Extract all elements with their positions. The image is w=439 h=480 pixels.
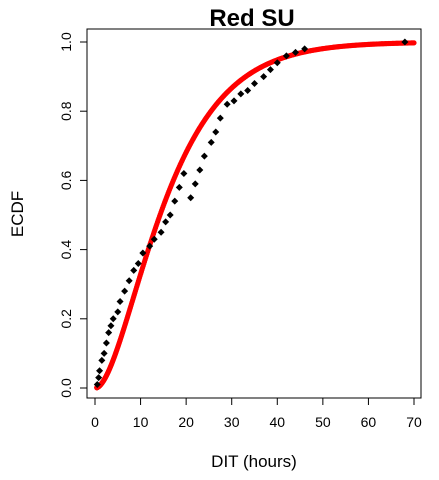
observed-point <box>105 329 113 337</box>
y-axis: 0.0 0.2 0.4 0.6 0.8 1.0 <box>58 32 88 398</box>
observed-point <box>139 249 147 257</box>
observed-point <box>244 86 252 94</box>
observed-point <box>260 73 268 81</box>
observed-point <box>207 138 215 146</box>
observed-series <box>93 38 409 389</box>
observed-point <box>121 287 129 295</box>
observed-point <box>130 266 138 274</box>
y-tick-label: 0.6 <box>58 170 74 190</box>
x-tick-label: 40 <box>269 414 285 430</box>
observed-point <box>166 211 174 219</box>
observed-point <box>301 45 309 53</box>
x-tick-label: 60 <box>361 414 377 430</box>
x-tick-label: 20 <box>178 414 194 430</box>
y-tick-label: 0.4 <box>58 240 74 260</box>
x-axis-label: DIT (hours) <box>211 452 297 471</box>
x-tick-label: 50 <box>315 414 331 430</box>
observed-point <box>200 152 208 160</box>
observed-point <box>125 277 133 285</box>
observed-point <box>180 169 188 177</box>
x-tick-label: 70 <box>406 414 422 430</box>
observed-point <box>109 315 117 323</box>
x-tick-label: 30 <box>224 414 240 430</box>
y-tick-label: 0.2 <box>58 309 74 329</box>
observed-point <box>292 48 300 56</box>
observed-point <box>134 259 142 267</box>
observed-point <box>187 194 195 202</box>
x-tick-label: 10 <box>133 414 149 430</box>
observed-point <box>150 235 158 243</box>
observed-point <box>102 339 110 347</box>
observed-point <box>216 114 224 122</box>
fitted-series <box>94 40 417 391</box>
observed-point <box>273 59 281 67</box>
fitted-point <box>411 40 417 46</box>
observed-point <box>230 97 238 105</box>
observed-point <box>171 197 179 205</box>
observed-point <box>116 298 124 305</box>
observed-point <box>196 166 204 174</box>
observed-point <box>237 90 245 98</box>
observed-point <box>401 38 409 46</box>
y-tick-label: 0.8 <box>58 101 74 121</box>
y-tick-label: 1.0 <box>58 32 74 52</box>
observed-point <box>93 381 101 389</box>
observed-point <box>223 100 231 108</box>
observed-point <box>191 180 199 188</box>
observed-point <box>96 367 104 375</box>
y-axis-label: ECDF <box>8 191 27 237</box>
observed-point <box>114 308 122 316</box>
observed-point <box>107 322 115 330</box>
observed-point <box>251 80 258 88</box>
observed-point <box>175 183 183 191</box>
y-tick-label: 0.0 <box>58 378 74 398</box>
observed-point <box>95 374 103 382</box>
chart-title: Red SU <box>209 5 294 32</box>
observed-point <box>98 356 106 364</box>
x-axis: 0 10 20 30 40 50 60 70 <box>91 397 422 430</box>
observed-point <box>266 66 274 74</box>
observed-point <box>157 228 165 236</box>
observed-point <box>212 128 220 136</box>
x-tick-label: 0 <box>91 414 99 430</box>
observed-point <box>162 218 170 226</box>
observed-point <box>282 52 290 60</box>
observed-point <box>100 349 108 357</box>
observed-point <box>146 242 154 250</box>
